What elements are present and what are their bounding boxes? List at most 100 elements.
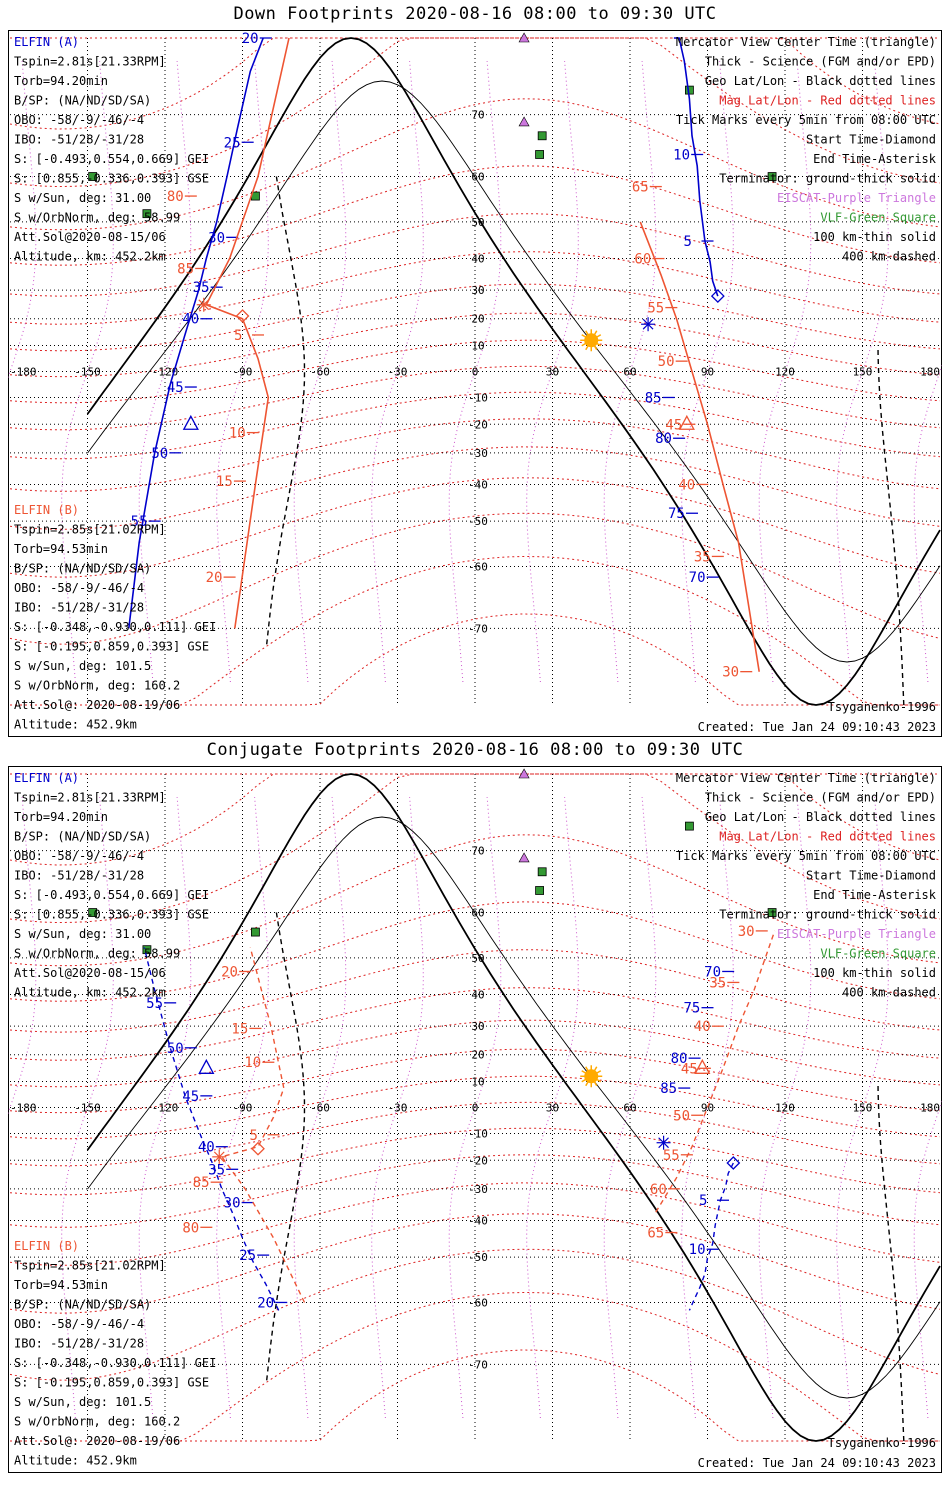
info-line: IBO: -51/28/-31/28 <box>14 1337 144 1351</box>
mag-lat-line <box>9 37 941 188</box>
track-tick-label: 50 <box>673 1108 690 1124</box>
vlf-station-marker <box>535 150 544 159</box>
lat-tick-label: -20 <box>468 418 488 431</box>
lat-tick-label: 10 <box>471 340 484 353</box>
lon-tick-label: 0 <box>472 1102 479 1115</box>
track-tick-label: 80 <box>167 189 184 205</box>
mag-lat-line <box>9 1182 941 1266</box>
mag-lat-line <box>9 1154 941 1228</box>
track-tick-label: 40 <box>182 312 199 328</box>
lon-tick-label: -150 <box>74 366 101 379</box>
info-line: Altitude, km: 452.2km <box>14 250 166 264</box>
info-line: IBO: -51/28/-31/28 <box>14 869 144 883</box>
info-line: S: [-0.493,0.554,0.669] GEI <box>14 152 209 166</box>
track-tick-label: 5 <box>699 1193 707 1209</box>
track-tick-label: 50 <box>658 354 675 370</box>
down-footprints-map: -180 -150 -120 -90 -60 -30 0 30 60 90 120 150 180 70 6… <box>8 30 942 737</box>
eiscat-station-marker <box>518 768 530 779</box>
track-tick-label: 85 <box>193 1175 210 1191</box>
legend-line: Tick Marks every 5min from 08:00 UTC <box>676 849 936 863</box>
vlf-station-marker <box>767 908 777 917</box>
track-tick-label: 35 <box>208 1162 225 1178</box>
vlf-station-marker <box>88 908 98 917</box>
lon-tick-label: 150 <box>853 366 873 379</box>
track-tick-label: 10 <box>689 1242 706 1258</box>
info-line: Att.Sol@: 2020-08-19/06 <box>14 1434 180 1448</box>
info-line: B/SP: (NA/ND/SD/SA) <box>14 562 151 576</box>
info-line: OBO: -58/-9/-46/-4 <box>14 113 144 127</box>
track-tick-label: 45 <box>681 1061 698 1077</box>
lon-tick-label: 150 <box>853 1102 873 1115</box>
created-label: Created: Tue Jan 24 09:10:43 2023 <box>698 1456 936 1470</box>
center-triangle <box>198 1058 215 1074</box>
terminator-line <box>86 773 941 1442</box>
legend-line: Terminator: ground-thick solid <box>719 172 936 186</box>
info-line: B/SP: (NA/ND/SD/SA) <box>14 830 151 844</box>
info-line: OBO: -58/-9/-46/-4 <box>14 849 144 863</box>
lat-tick-label: 10 <box>471 1076 484 1089</box>
lon-tick-label: -30 <box>388 366 408 379</box>
center-triangle <box>678 414 695 430</box>
info-line: S: [-0.348,-0.930,0.111] GEI <box>14 620 216 634</box>
track-tick-label: 55 <box>663 1148 680 1164</box>
terminator-100km <box>87 80 941 663</box>
lat-tick-label: 40 <box>471 253 484 266</box>
legend-line: End Time-Asterisk <box>813 888 937 902</box>
lat-tick-label: -60 <box>468 560 488 573</box>
info-line: S w/OrbNorm, deg: 58.99 <box>14 211 180 225</box>
track-tick-label: 45 <box>665 417 682 433</box>
track-tick-label: 50 <box>151 446 168 462</box>
terminator-400km <box>266 912 306 1381</box>
legend-line: Start Time-Diamond <box>806 869 936 883</box>
track-tick-label: 15 <box>216 474 233 490</box>
start-diamond <box>251 1141 265 1156</box>
lon-tick-label: 180 <box>920 366 940 379</box>
lat-tick-label: 70 <box>471 109 484 122</box>
info-header: ELFIN (A) <box>14 35 79 49</box>
elfin-a-conjugate-track <box>143 947 280 1311</box>
lat-tick-label: 30 <box>471 284 484 297</box>
lon-tick-label: 120 <box>775 366 795 379</box>
vlf-station-marker <box>767 172 777 181</box>
lat-tick-label: -10 <box>468 1127 488 1140</box>
lat-tick-label: 30 <box>471 1020 484 1033</box>
track-tick-label: 40 <box>198 1140 215 1156</box>
lat-tick-label: 20 <box>471 1049 484 1062</box>
track-tick-label: 5 <box>684 234 692 250</box>
lon-tick-label: -60 <box>310 1102 330 1115</box>
panel-title-down: Down Footprints 2020-08-16 08:00 to 09:3… <box>233 4 717 24</box>
legend-line: 400 km-dashed <box>842 986 936 1000</box>
lon-tick-label: 30 <box>546 366 559 379</box>
info-header: ELFIN (B) <box>14 503 79 517</box>
vlf-station-marker <box>88 172 98 181</box>
lon-tick-label: 0 <box>472 366 479 379</box>
lat-tick-label: 70 <box>471 845 484 858</box>
elfin-a-track <box>673 37 719 297</box>
info-line: B/SP: (NA/ND/SD/SA) <box>14 1298 151 1312</box>
conjugate-footprints-map: -180 -150 -120 -90 -60 -30 0 30 60 90 120 150 180 70 6… <box>8 766 942 1473</box>
terminator-100km <box>87 816 941 1399</box>
lat-tick-label: -20 <box>468 1154 488 1167</box>
center-triangle <box>182 414 199 430</box>
lat-tick-label: -70 <box>468 622 488 635</box>
info-line: S w/Sun, deg: 101.5 <box>14 659 151 673</box>
lon-tick-label: -120 <box>152 366 179 379</box>
lat-tick-label: -40 <box>468 1214 488 1227</box>
track-tick-label: 5 <box>250 1128 258 1144</box>
model-label: Tsyganenko-1996 <box>828 1436 936 1450</box>
lon-tick-label: 60 <box>623 1102 636 1115</box>
info-line: Tspin=2.85s[21.02RPM] <box>14 1259 166 1273</box>
track-tick-label: 70 <box>704 964 721 980</box>
terminator-400km <box>877 345 905 706</box>
track-tick-label: 80 <box>671 1051 688 1067</box>
info-block: ELFIN (B) Tspin=2.85s[21.02RPM] Torb=94.53… <box>14 1239 216 1468</box>
mag-lat-line <box>9 949 941 1033</box>
track-tick-label: 55 <box>647 301 664 317</box>
legend-line: EISCAT-Purple Triangle <box>777 191 936 205</box>
track-tick-label: 75 <box>668 506 685 522</box>
lon-tick-label: -90 <box>233 1102 253 1115</box>
track-tick-label: 10 <box>229 426 246 442</box>
elfin-b-track <box>639 221 760 672</box>
info-line: Altitude, km: 452.2km <box>14 986 166 1000</box>
mag-lat-line <box>10 1291 940 1442</box>
